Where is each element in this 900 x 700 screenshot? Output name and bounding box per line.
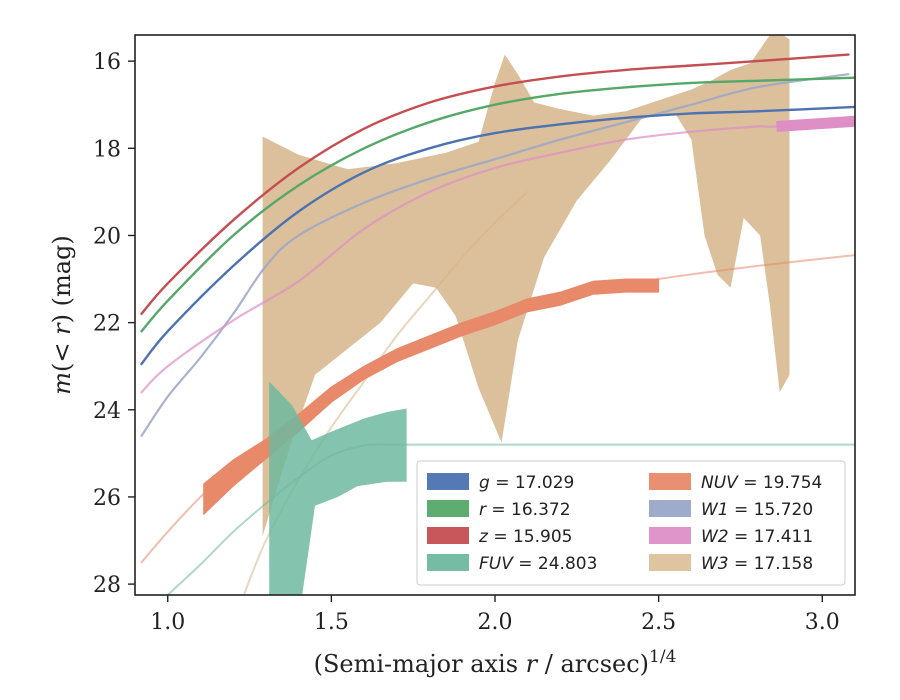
y-tick-label: 26 (93, 486, 121, 511)
legend-label: NUV = 19.754 (701, 473, 822, 493)
legend-frame (416, 460, 846, 586)
legend-item-z: z = 15.905 (427, 527, 572, 547)
legend-label: W3 = 17.158 (701, 554, 813, 574)
legend-swatch (427, 500, 469, 517)
x-tick-label: 3.0 (805, 610, 840, 635)
legend-item-nuv: NUV = 19.754 (649, 473, 822, 493)
series-w2-line (140, 120, 855, 394)
y-tick-label: 28 (93, 573, 121, 598)
x-axis-label: (Semi-major axis r / arcsec)1/4 (314, 647, 677, 678)
legend-swatch (649, 473, 691, 490)
legend-label: W1 = 15.720 (701, 500, 813, 520)
series-g-line (140, 105, 855, 366)
legend-swatch (649, 500, 691, 517)
series-w3-band (262, 35, 790, 537)
legend-item-fuv: FUV = 24.803 (427, 554, 597, 574)
legend-item-w3: W3 = 17.158 (649, 554, 813, 574)
legend-swatch (427, 473, 469, 490)
plot-area (140, 35, 855, 595)
legend-label: z = 15.905 (478, 527, 572, 547)
legend-item-g: g = 17.029 (427, 473, 574, 493)
series-w1-line (140, 73, 850, 437)
series-w2-measured (776, 115, 855, 132)
legend-label: g = 17.029 (479, 473, 574, 493)
legend: g = 17.029 r = 16.372 z = 15.905 FUV = 24.8… (416, 460, 846, 586)
legend-swatch (649, 554, 691, 571)
legend-label: W2 = 17.411 (701, 527, 813, 547)
legend-label: r = 16.372 (479, 500, 571, 520)
legend-item-w1: W1 = 15.720 (649, 500, 813, 520)
series-z-line (140, 53, 850, 316)
legend-swatch (649, 527, 691, 544)
y-axis: 16 18 20 22 24 26 28 (93, 50, 135, 598)
y-axis-label: m(< r) (mag) (48, 235, 76, 395)
x-axis: 1.0 1.5 2.0 2.5 3.0 (150, 595, 840, 635)
series-nuv-band (203, 278, 660, 515)
y-tick-label: 24 (93, 399, 121, 424)
legend-label: FUV = 24.803 (479, 554, 597, 574)
legend-item-r: r = 16.372 (427, 500, 571, 520)
x-tick-label: 1.5 (314, 610, 349, 635)
x-tick-label: 2.5 (641, 610, 676, 635)
y-tick-label: 16 (93, 50, 121, 75)
legend-swatch (427, 527, 469, 544)
x-tick-label: 2.0 (478, 610, 513, 635)
y-tick-label: 18 (93, 137, 121, 162)
y-tick-label: 20 (93, 224, 121, 249)
x-tick-label: 1.0 (150, 610, 185, 635)
y-tick-label: 22 (93, 312, 121, 337)
series-fuv-band (269, 381, 407, 595)
series-r-line (140, 76, 855, 333)
legend-swatch (427, 554, 469, 571)
legend-item-w2: W2 = 17.411 (649, 527, 813, 547)
